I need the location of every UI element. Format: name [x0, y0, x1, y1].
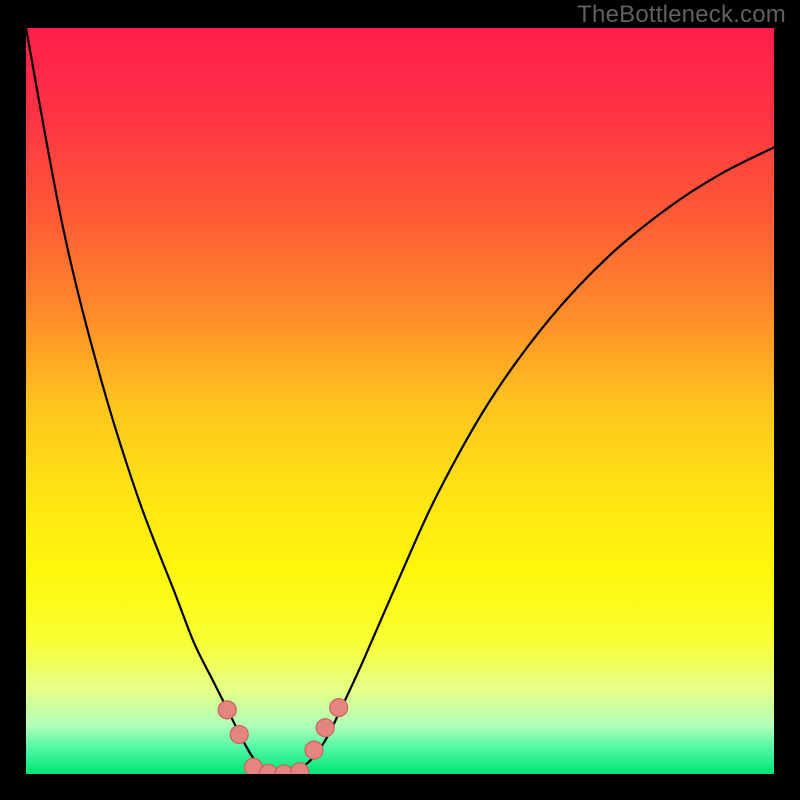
plot-area [26, 28, 774, 774]
gradient-background [26, 28, 774, 774]
chart-stage: TheBottleneck.com [0, 0, 800, 800]
watermark-text: TheBottleneck.com [577, 0, 786, 30]
